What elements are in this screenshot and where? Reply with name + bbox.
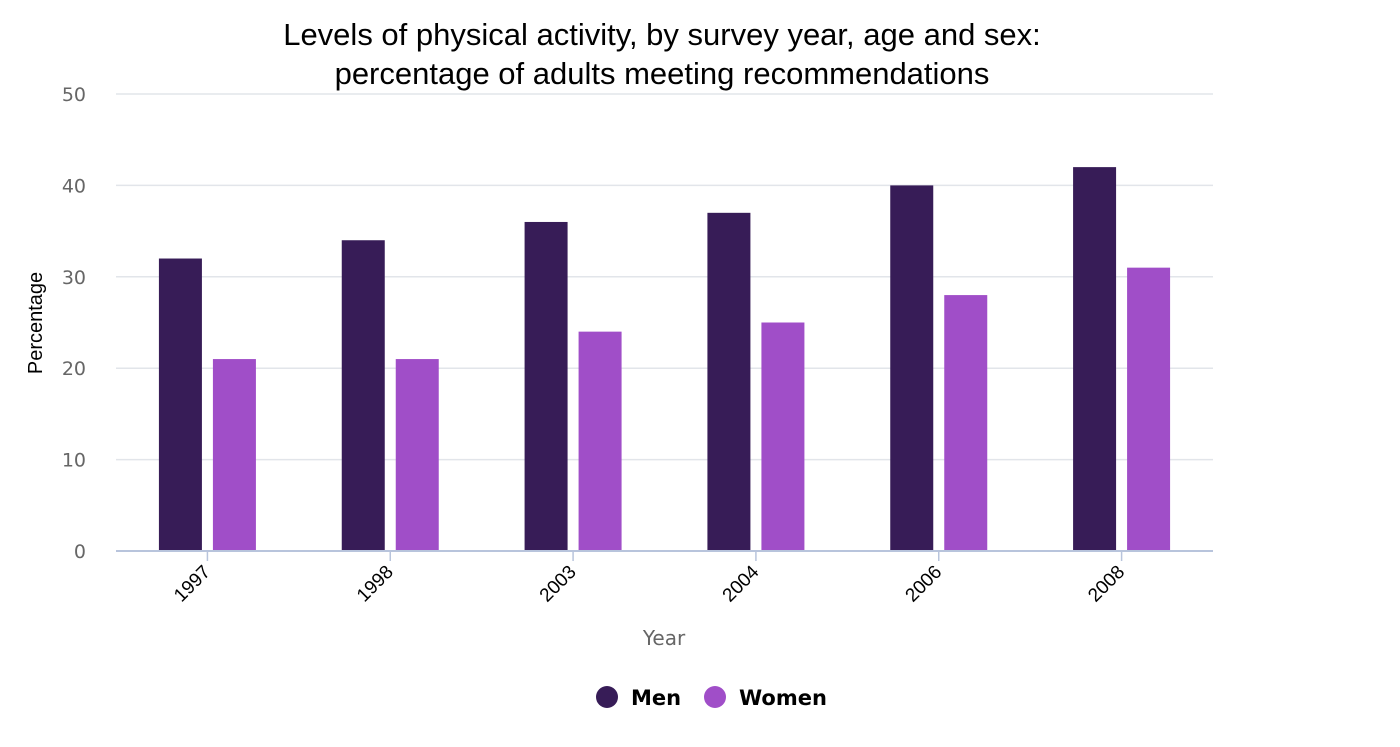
legend-item-women[interactable]: Women	[704, 686, 827, 710]
y-axis-label: Percentage	[25, 272, 47, 374]
x-tick-label: 1998	[353, 562, 398, 607]
bar-women-2004	[761, 322, 805, 551]
x-tick-label: 2008	[1084, 562, 1129, 607]
chart-title: Levels of physical activity, by survey y…	[283, 17, 1041, 91]
bar-women-2008	[1127, 267, 1171, 551]
bar-men-2006	[890, 185, 934, 551]
bar-men-1997	[158, 258, 202, 551]
x-tick-label: 2004	[719, 561, 764, 606]
bar-women-1998	[395, 359, 439, 551]
bar-women-2006	[944, 295, 988, 551]
y-tick-label: 20	[62, 358, 86, 380]
y-tick-label: 40	[62, 175, 86, 197]
legend-marker	[704, 686, 726, 708]
y-axis-ticks: 0 10 20 30 40 50	[62, 84, 86, 563]
chart-title-line-1: Levels of physical activity, by survey y…	[283, 17, 1041, 52]
bar-men-2004	[707, 212, 751, 551]
legend-marker	[596, 686, 618, 708]
x-axis: 1997 1998 2003 2004 2006 2008	[116, 550, 1213, 607]
bar-women-2003	[578, 331, 622, 551]
y-tick-label: 50	[62, 84, 86, 106]
bar-men-1998	[341, 240, 385, 552]
bar-men-2008	[1073, 167, 1117, 551]
x-tick-label: 2003	[536, 562, 581, 607]
chart-title-line-2: percentage of adults meeting recommendat…	[335, 56, 990, 91]
bars	[158, 167, 1171, 552]
x-tick-label: 1997	[170, 562, 215, 607]
legend-label: Women	[739, 686, 827, 710]
y-tick-label: 30	[62, 267, 86, 289]
legend-item-men[interactable]: Men	[596, 686, 681, 710]
y-tick-label: 0	[74, 541, 86, 563]
bar-women-1997	[212, 359, 256, 551]
bar-men-2003	[524, 221, 568, 551]
x-tick-label: 2006	[902, 562, 947, 607]
y-tick-label: 10	[62, 450, 86, 472]
gridlines	[116, 93, 1213, 461]
legend: Men Women	[596, 686, 827, 710]
x-axis-label: Year	[642, 626, 686, 650]
legend-label: Men	[631, 686, 681, 710]
